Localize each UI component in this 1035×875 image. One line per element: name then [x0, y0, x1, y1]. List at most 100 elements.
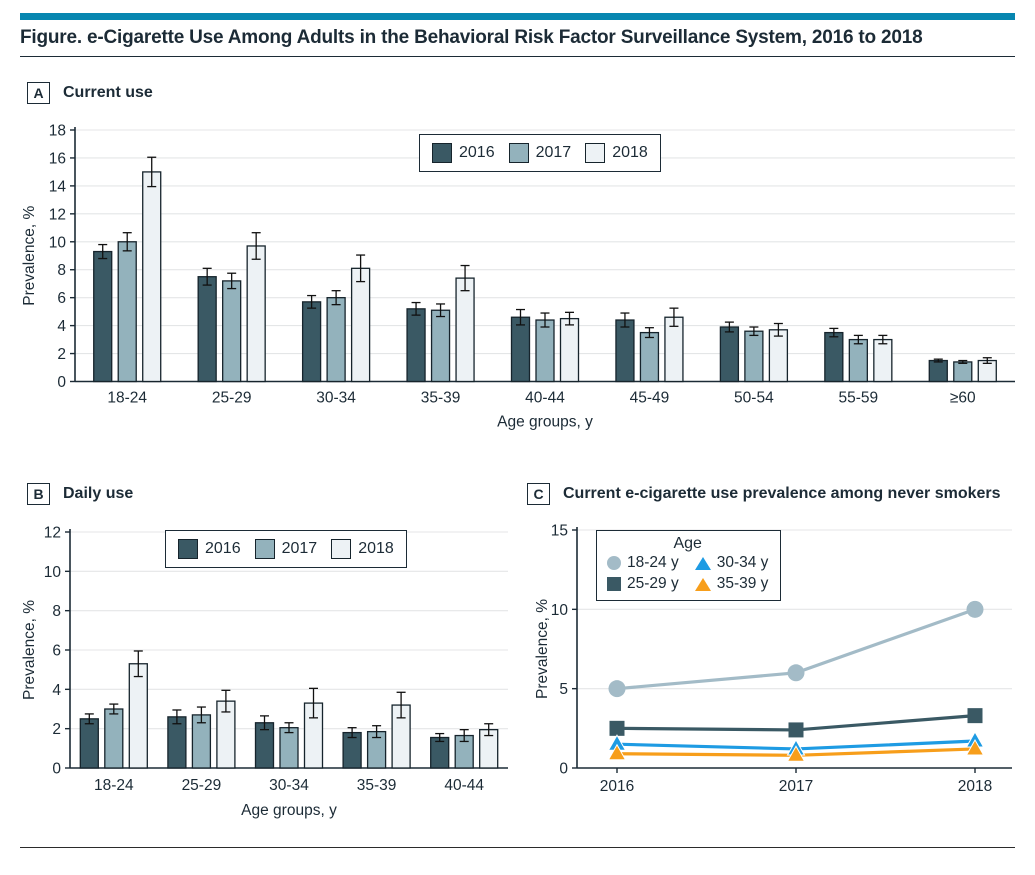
axis-text: 55-59: [839, 390, 879, 407]
swatch-2018: [331, 539, 352, 559]
bar-2017-35-39: [430, 309, 451, 383]
bar-2016-18-24: [93, 250, 113, 383]
swatch-2016: [178, 539, 198, 559]
square-marker-icon: [607, 577, 621, 591]
legend-title-age: Age: [673, 535, 702, 552]
bar-2017-18-24: [117, 241, 137, 383]
legend-label-2017: 2017: [535, 144, 572, 161]
circle-marker-icon: [607, 556, 621, 570]
marker-18-24 y-2016: [608, 680, 626, 698]
axis-text: 40-44: [525, 390, 565, 407]
panel-a-header: A Current use: [27, 82, 153, 104]
axis-text: 8: [52, 603, 61, 620]
axis-text: 40-44: [444, 777, 484, 794]
bar-2017-≥60: [953, 361, 973, 383]
axis-text: 6: [57, 290, 66, 307]
accent-bar: [20, 13, 1015, 20]
axis-text: 0: [52, 761, 61, 778]
legend-item-35-39: 35-39 y: [694, 575, 769, 593]
axis-text: 45-49: [630, 390, 670, 407]
triangle-marker-icon: [694, 556, 711, 570]
axis-text: 30-34: [269, 777, 309, 794]
legend-item-2018: 2018: [585, 143, 648, 163]
marker-35-39 y-2018: [965, 738, 985, 756]
panel-a-chart: 0 2 4 6 8 10 12 14 16 18 Prevalence, % 18-24 25-29 30…: [20, 112, 1020, 447]
axis-text: 10: [49, 234, 67, 251]
panel-c-letter: C: [527, 483, 550, 505]
swatch-2017: [508, 143, 529, 163]
axis-text: 25-29: [182, 777, 222, 794]
panel-a-title: Current use: [63, 84, 153, 101]
title-divider: [20, 56, 1015, 57]
panel-a-letter: A: [27, 82, 50, 104]
axis-text: 12: [44, 525, 61, 542]
panel-b-letter: B: [27, 483, 50, 505]
axis-text: 10: [44, 564, 62, 581]
axis-text: 5: [559, 681, 568, 698]
panel-c-legend: Age 18-24 y 25-29 y 30-34 y 35-39 y: [596, 530, 782, 601]
axis-text: 2016: [600, 778, 634, 795]
legend-label-2017: 2017: [281, 540, 318, 557]
axis-text: 18-24: [107, 390, 147, 407]
bar-2017-30-34: [279, 727, 299, 769]
marker-18-24 y-2017: [787, 664, 805, 682]
marker-25-29 y-2018: [967, 708, 983, 724]
marker-25-29 y-2017: [788, 722, 804, 738]
axis-text: 30-34: [316, 390, 356, 407]
legend-item-18-24: 18-24 y: [607, 554, 679, 572]
marker-18-24 y-2018: [966, 600, 984, 618]
legend-label-35-39: 35-39 y: [716, 575, 769, 592]
axis-text: 4: [52, 682, 61, 699]
axis-text: Age groups, y: [241, 802, 337, 819]
axis-text: 2017: [779, 778, 813, 795]
legend-label-2016: 2016: [459, 144, 495, 161]
figure-title: Figure. e-Cigarette Use Among Adults in …: [20, 27, 923, 48]
swatch-2016: [432, 143, 452, 163]
axis-text: 18: [49, 123, 66, 140]
panel-b-legend: 2016 2017 2018: [165, 530, 407, 568]
marker-25-29 y-2016: [609, 720, 625, 736]
axis-text: 35-39: [357, 777, 397, 794]
bar-2016-35-39: [406, 308, 426, 383]
bar-2017-45-49: [639, 331, 660, 383]
bar-2017-18-24: [104, 708, 124, 769]
axis-text: 14: [49, 178, 67, 195]
axis-text: Prevalence, %: [21, 600, 38, 700]
bar-2018-55-59: [873, 338, 893, 383]
panel-b-plot: 0 2 4 6 8 10 12 Prevalence, % 18-24 25-29 30-34 35-…: [20, 510, 530, 855]
legend-item-2017: 2017: [508, 143, 572, 163]
bar-2018-18-24: [142, 171, 162, 383]
legend-item-2018: 2018: [331, 539, 394, 559]
axis-text: 2: [57, 346, 66, 363]
legend-label-30-34: 30-34 y: [716, 554, 769, 571]
bar-2016-≥60: [928, 359, 948, 383]
axis-text: 4: [57, 318, 66, 335]
axis-text: 12: [49, 206, 66, 223]
legend-item-2016: 2016: [432, 143, 495, 163]
bar-2017-50-54: [744, 330, 764, 383]
bar-2018-30-34: [350, 267, 371, 383]
bar-2017-40-44: [535, 319, 555, 383]
marker-35-39 y-2016: [607, 743, 627, 761]
bar-2016-30-34: [301, 301, 322, 383]
legend-item-30-34: 30-34 y: [694, 554, 769, 572]
legend-label-2018: 2018: [358, 540, 394, 557]
panel-b-chart: 0 2 4 6 8 10 12 Prevalence, % 18-24 25-29 30-34 35-…: [20, 510, 530, 850]
axis-text: 6: [52, 643, 61, 660]
panel-c-header: C Current e-cigarette use prevalence amo…: [527, 483, 1001, 505]
axis-text: 25-29: [212, 390, 252, 407]
axis-text: 16: [49, 150, 66, 167]
axis-text: 18-24: [94, 777, 134, 794]
axis-text: 0: [57, 374, 66, 391]
bar-2018-50-54: [768, 329, 789, 383]
axis-text: 10: [551, 602, 569, 619]
marker-35-39 y-2017: [786, 745, 806, 762]
bar-2018-18-24: [128, 663, 148, 769]
bar-2016-55-59: [824, 331, 844, 383]
axis-text: Prevalence, %: [535, 599, 551, 699]
axis-text: 50-54: [734, 390, 774, 407]
bar-2018-35-39: [455, 277, 475, 383]
swatch-2018: [585, 143, 606, 163]
triangle-marker-icon: [694, 577, 711, 591]
